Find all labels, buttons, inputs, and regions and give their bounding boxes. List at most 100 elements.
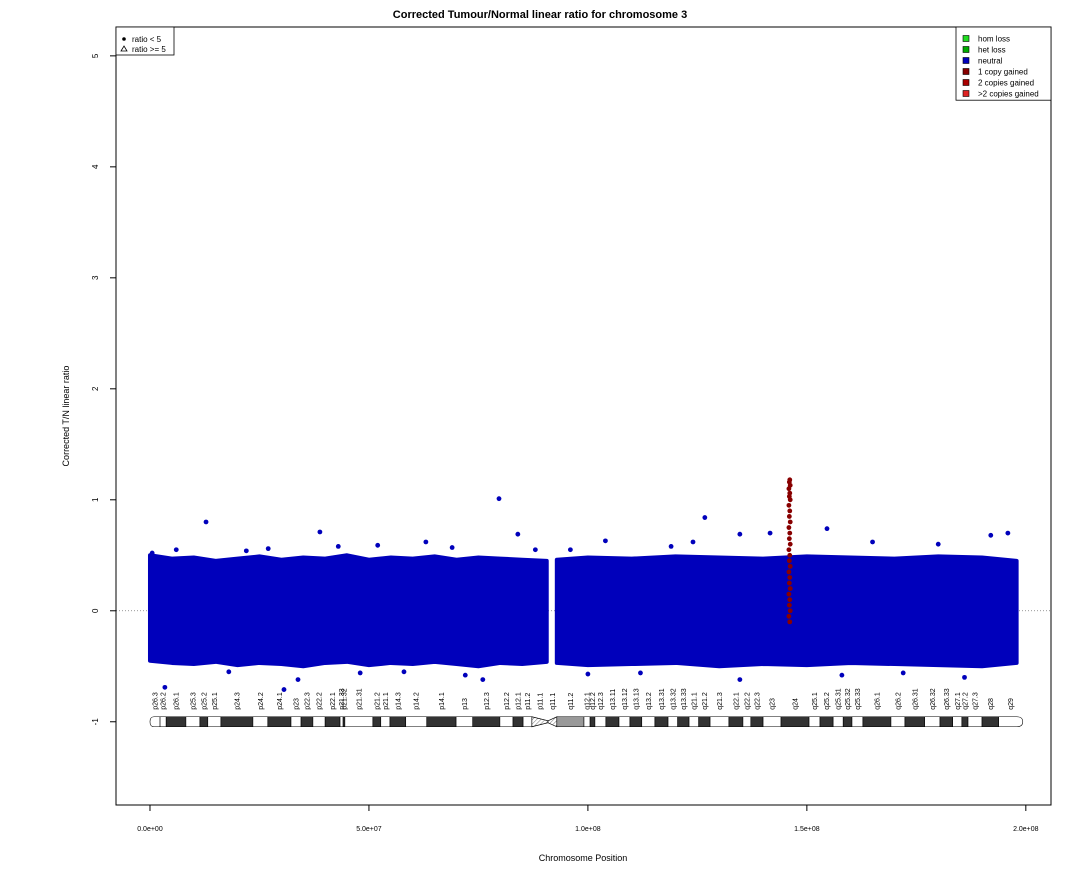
band-label: q29 <box>1008 698 1015 710</box>
band-label: p21.32 <box>341 688 348 710</box>
band-label: q27.2 <box>962 692 969 710</box>
band-label: q12.3 <box>598 692 605 710</box>
data-point <box>281 687 287 692</box>
ideogram-band <box>762 716 782 728</box>
data-point <box>737 531 743 537</box>
band-label: p25.1 <box>212 692 219 710</box>
band-label: q13.12 <box>622 688 629 710</box>
band-label: q27.3 <box>973 692 980 710</box>
band-label: q22.2 <box>744 692 751 710</box>
ideogram-band <box>455 716 474 728</box>
ideogram-band <box>998 716 1024 728</box>
band-label: p22.3 <box>304 692 311 710</box>
data-point <box>900 670 906 676</box>
band-label: p14.2 <box>414 692 421 710</box>
data-point <box>787 490 793 496</box>
y-tick-label: 0 <box>91 608 100 613</box>
band-label: p12.3 <box>484 692 491 710</box>
band-label: p24.2 <box>258 692 265 710</box>
data-point <box>787 541 793 547</box>
ideogram-band <box>512 716 524 728</box>
band-label: q27.1 <box>955 692 962 710</box>
legend-swatch <box>962 46 970 53</box>
data-point <box>496 496 502 502</box>
legend-box <box>115 26 175 56</box>
legend-label: het loss <box>978 46 1006 55</box>
legend-symbol <box>120 45 128 52</box>
band-label: q25.1 <box>812 692 819 710</box>
ideogram-band <box>159 716 167 728</box>
data-point <box>786 591 792 597</box>
band-label: p21.2 <box>374 692 381 710</box>
band-label: q26.33 <box>944 688 951 710</box>
data-point <box>786 558 792 564</box>
data-point <box>839 672 845 678</box>
band-label: q26.1 <box>874 692 881 710</box>
legend-label: >2 copies gained <box>978 90 1039 99</box>
ideogram-band <box>862 716 892 728</box>
ideogram-band <box>698 716 711 728</box>
y-tick-label: 4 <box>91 164 100 169</box>
y-axis-label: Corrected T/N linear ratio <box>61 366 71 467</box>
ideogram-band <box>372 716 382 728</box>
data-point <box>423 539 429 545</box>
legend-swatch <box>962 35 970 42</box>
legend-box <box>955 26 1052 101</box>
data-point <box>767 530 773 536</box>
band-label: p26.1 <box>174 692 181 710</box>
plot-area: -1 0 1 2 3 4 5 0.0e+00 5.0e+07 1.0e+08 1.5e+08 2.0e… <box>91 53 1051 833</box>
band-label: p24.3 <box>234 692 241 710</box>
band-label: q13.13 <box>633 688 640 710</box>
y-tick-label: 2 <box>91 386 100 391</box>
ideogram-band <box>312 716 326 728</box>
band-label: q24 <box>793 698 800 710</box>
band-label: q25.31 <box>836 688 843 710</box>
band-label: q22.3 <box>754 692 761 710</box>
band-label: p22.2 <box>317 692 324 710</box>
band-label: p12.2 <box>504 692 511 710</box>
data-point <box>962 674 967 680</box>
band-label: p26.3 <box>153 692 160 710</box>
band-label: q25.33 <box>855 688 862 710</box>
ideogram-band <box>556 716 585 728</box>
ideogram-band <box>199 716 209 728</box>
ideogram-band <box>344 716 374 728</box>
band-label: q26.32 <box>930 688 937 710</box>
data-point <box>787 530 793 536</box>
band-label: p24.1 <box>277 692 284 710</box>
data-point <box>786 547 792 553</box>
band-label: q13.11 <box>610 689 617 710</box>
data-point <box>462 672 468 678</box>
ideogram-band <box>967 716 983 728</box>
ideogram-band <box>742 716 752 728</box>
ideogram-band <box>677 716 690 728</box>
data-point <box>988 532 994 538</box>
legend-swatch <box>962 79 970 86</box>
data-point <box>480 677 486 682</box>
data-point <box>295 677 301 682</box>
ideogram-band <box>780 716 810 728</box>
data-point <box>824 526 830 532</box>
band-label: q28 <box>988 698 995 710</box>
data-point <box>787 477 793 483</box>
band-label: p23 <box>294 698 301 710</box>
ideogram-band <box>939 716 953 728</box>
ideogram-band <box>709 716 730 728</box>
ideogram-band <box>605 716 620 728</box>
legend-swatch <box>962 90 970 97</box>
data-point <box>226 669 232 675</box>
data-point <box>401 669 407 675</box>
band-label: q26.31 <box>912 688 919 710</box>
ideogram-band <box>819 716 834 728</box>
x-tick-label: 2.0e+08 <box>1013 826 1039 833</box>
data-point <box>787 619 793 625</box>
ideogram-band <box>851 716 864 728</box>
data-point <box>737 677 743 682</box>
y-tick-label: 5 <box>91 53 100 58</box>
data-point <box>786 502 792 508</box>
band-label: q22.1 <box>733 692 740 710</box>
legend-swatch <box>962 57 970 64</box>
ideogram-band <box>688 716 699 728</box>
